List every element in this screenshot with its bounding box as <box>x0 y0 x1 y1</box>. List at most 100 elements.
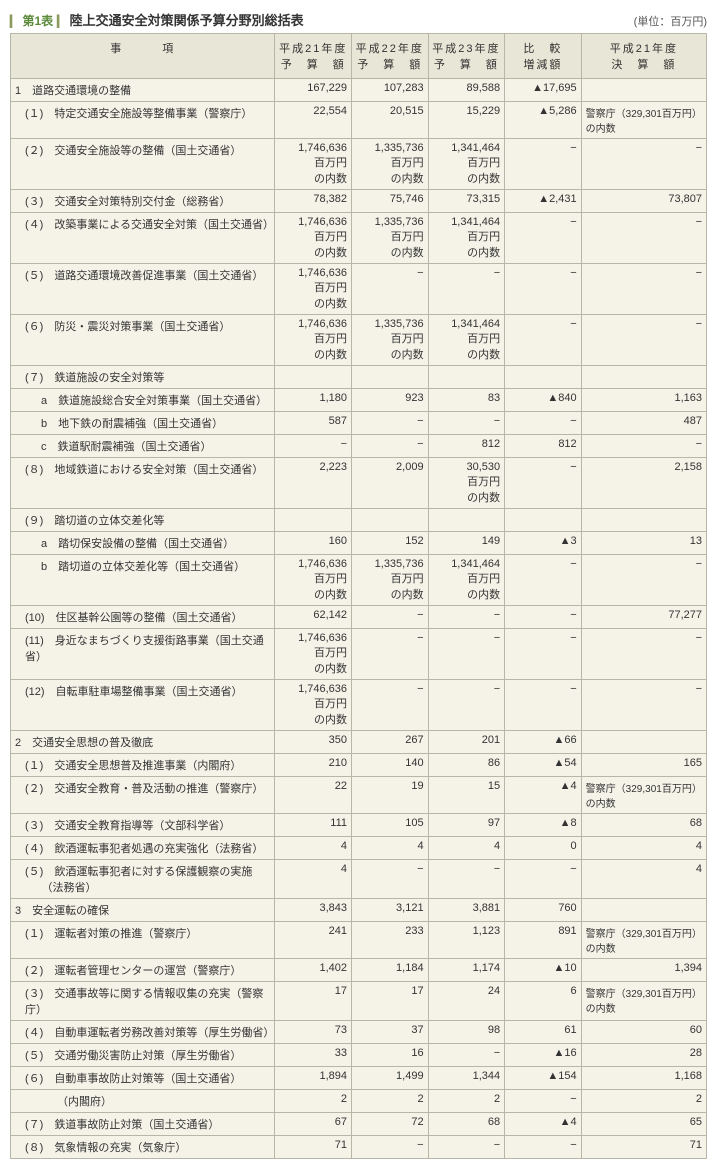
value-cell: − <box>581 213 706 264</box>
value-cell: 2,009 <box>352 458 429 509</box>
value-cell <box>352 366 429 389</box>
table-row: （内閣府）222−2 <box>11 1090 707 1113</box>
value-cell: 210 <box>275 754 352 777</box>
value-cell: 1,335,736 百万円 の内数 <box>352 555 429 606</box>
value-cell: − <box>505 555 582 606</box>
item-cell: (12) 自転車駐車場整備事業（国土交通省） <box>11 680 275 731</box>
table-title: 陸上交通安全対策関係予算分野別総括表 <box>70 10 304 29</box>
value-cell: ▲66 <box>505 731 582 754</box>
value-cell: 1,341,464 百万円 の内数 <box>428 139 505 190</box>
table-body: 1 道路交通環境の整備167,229107,28389,588▲17,695(１… <box>11 79 707 1159</box>
item-cell: 3 安全運転の確保 <box>11 899 275 922</box>
value-cell: 2 <box>275 1090 352 1113</box>
value-cell: 警察庁（329,301百万円）の内数 <box>581 982 706 1021</box>
value-cell: 17 <box>352 982 429 1021</box>
value-cell: 6 <box>505 982 582 1021</box>
value-cell: − <box>581 435 706 458</box>
unit-label: (単位：百万円) <box>634 13 707 29</box>
value-cell: 警察庁（329,301百万円）の内数 <box>581 102 706 139</box>
value-cell: 1,746,636 百万円 の内数 <box>275 555 352 606</box>
value-cell: 1,746,636 百万円 の内数 <box>275 680 352 731</box>
item-cell: (４) 飲酒運転事犯者処遇の充実強化（法務省） <box>11 837 275 860</box>
item-cell: (４) 改築事業による交通安全対策（国土交通省） <box>11 213 275 264</box>
value-cell: ▲54 <box>505 754 582 777</box>
item-cell: (６) 防災・震災対策事業（国土交通省） <box>11 315 275 366</box>
table-head: 事 項 平成21年度 予 算 額 平成22年度 予 算 額 平成23年度 予 算… <box>11 34 707 79</box>
value-cell: 760 <box>505 899 582 922</box>
value-cell: − <box>352 680 429 731</box>
value-cell <box>505 366 582 389</box>
item-cell: (５) 道路交通環境改善促進事業（国土交通省） <box>11 264 275 315</box>
value-cell <box>428 366 505 389</box>
value-cell: 587 <box>275 412 352 435</box>
table-row: (１) 交通安全思想普及推進事業（内閣府）21014086▲54165 <box>11 754 707 777</box>
value-cell: 61 <box>505 1021 582 1044</box>
table-row: (３) 交通事故等に関する情報収集の充実（警察庁）1717246警察庁（329,… <box>11 982 707 1021</box>
value-cell: 15 <box>428 777 505 814</box>
value-cell: − <box>352 629 429 680</box>
value-cell: 1,335,736 百万円 の内数 <box>352 315 429 366</box>
item-cell: b 踏切道の立体交差化等（国土交通省） <box>11 555 275 606</box>
value-cell: 1,335,736 百万円 の内数 <box>352 139 429 190</box>
value-cell: 812 <box>505 435 582 458</box>
table-row: 2 交通安全思想の普及徹底350267201▲66 <box>11 731 707 754</box>
value-cell: − <box>505 139 582 190</box>
value-cell: 73,807 <box>581 190 706 213</box>
value-cell: ▲2,431 <box>505 190 582 213</box>
value-cell: − <box>352 860 429 899</box>
item-cell: (８) 気象情報の充実（気象庁） <box>11 1136 275 1159</box>
item-cell: （内閣府） <box>11 1090 275 1113</box>
value-cell: 77,277 <box>581 606 706 629</box>
value-cell: 1,341,464 百万円 の内数 <box>428 315 505 366</box>
value-cell: ▲16 <box>505 1044 582 1067</box>
value-cell: 68 <box>428 1113 505 1136</box>
value-cell: ▲5,286 <box>505 102 582 139</box>
item-cell: (５) 交通労働災害防止対策（厚生労働省） <box>11 1044 275 1067</box>
value-cell: 71 <box>581 1136 706 1159</box>
value-cell: − <box>428 860 505 899</box>
col-h23y: 平成23年度 予 算 額 <box>428 34 505 79</box>
value-cell: 2,158 <box>581 458 706 509</box>
value-cell: 0 <box>505 837 582 860</box>
value-cell: 73 <box>275 1021 352 1044</box>
item-cell: (２) 交通安全施設等の整備（国土交通省） <box>11 139 275 190</box>
item-cell: (３) 交通事故等に関する情報収集の充実（警察庁） <box>11 982 275 1021</box>
value-cell: ▲4 <box>505 1113 582 1136</box>
value-cell: 16 <box>352 1044 429 1067</box>
value-cell: 1,123 <box>428 922 505 959</box>
table-row: (１) 運転者対策の推進（警察庁）2412331,123891警察庁（329,3… <box>11 922 707 959</box>
value-cell: − <box>428 264 505 315</box>
value-cell: 86 <box>428 754 505 777</box>
value-cell: 812 <box>428 435 505 458</box>
table-row: b 地下鉄の耐震補強（国土交通省）587−−−487 <box>11 412 707 435</box>
item-cell: (９) 踏切道の立体交差化等 <box>11 509 275 532</box>
table-row: a 踏切保安設備の整備（国土交通省）160152149▲313 <box>11 532 707 555</box>
item-cell: (11) 身近なまちづくり支援街路事業（国土交通省） <box>11 629 275 680</box>
value-cell: 4 <box>275 837 352 860</box>
value-cell: 923 <box>352 389 429 412</box>
item-cell: (３) 交通安全対策特別交付金（総務省） <box>11 190 275 213</box>
table-row: (10) 住区基幹公園等の整備（国土交通省）62,142−−−77,277 <box>11 606 707 629</box>
table-row: (７) 鉄道施設の安全対策等 <box>11 366 707 389</box>
value-cell: 1,746,636 百万円 の内数 <box>275 315 352 366</box>
table-row: (８) 地域鉄道における安全対策（国土交通省）2,2232,00930,530 … <box>11 458 707 509</box>
value-cell: 71 <box>275 1136 352 1159</box>
value-cell: − <box>505 1136 582 1159</box>
value-cell: 68 <box>581 814 706 837</box>
value-cell: 22 <box>275 777 352 814</box>
value-cell: 4 <box>275 860 352 899</box>
item-cell: (６) 自動車事故防止対策等（国土交通省） <box>11 1067 275 1090</box>
value-cell: 167,229 <box>275 79 352 102</box>
value-cell: − <box>505 458 582 509</box>
value-cell: − <box>581 680 706 731</box>
value-cell <box>505 509 582 532</box>
value-cell: 487 <box>581 412 706 435</box>
item-cell: (３) 交通安全教育指導等（文部科学省） <box>11 814 275 837</box>
value-cell: − <box>275 435 352 458</box>
table-row: (５) 飲酒運転事犯者に対する保護観察の実施 （法務省）4−−−4 <box>11 860 707 899</box>
table-row: (２) 交通安全教育・普及活動の推進（警察庁）221915▲4警察庁（329,3… <box>11 777 707 814</box>
value-cell: ▲3 <box>505 532 582 555</box>
value-cell: − <box>505 264 582 315</box>
table-row: (３) 交通安全教育指導等（文部科学省）11110597▲868 <box>11 814 707 837</box>
value-cell: 350 <box>275 731 352 754</box>
